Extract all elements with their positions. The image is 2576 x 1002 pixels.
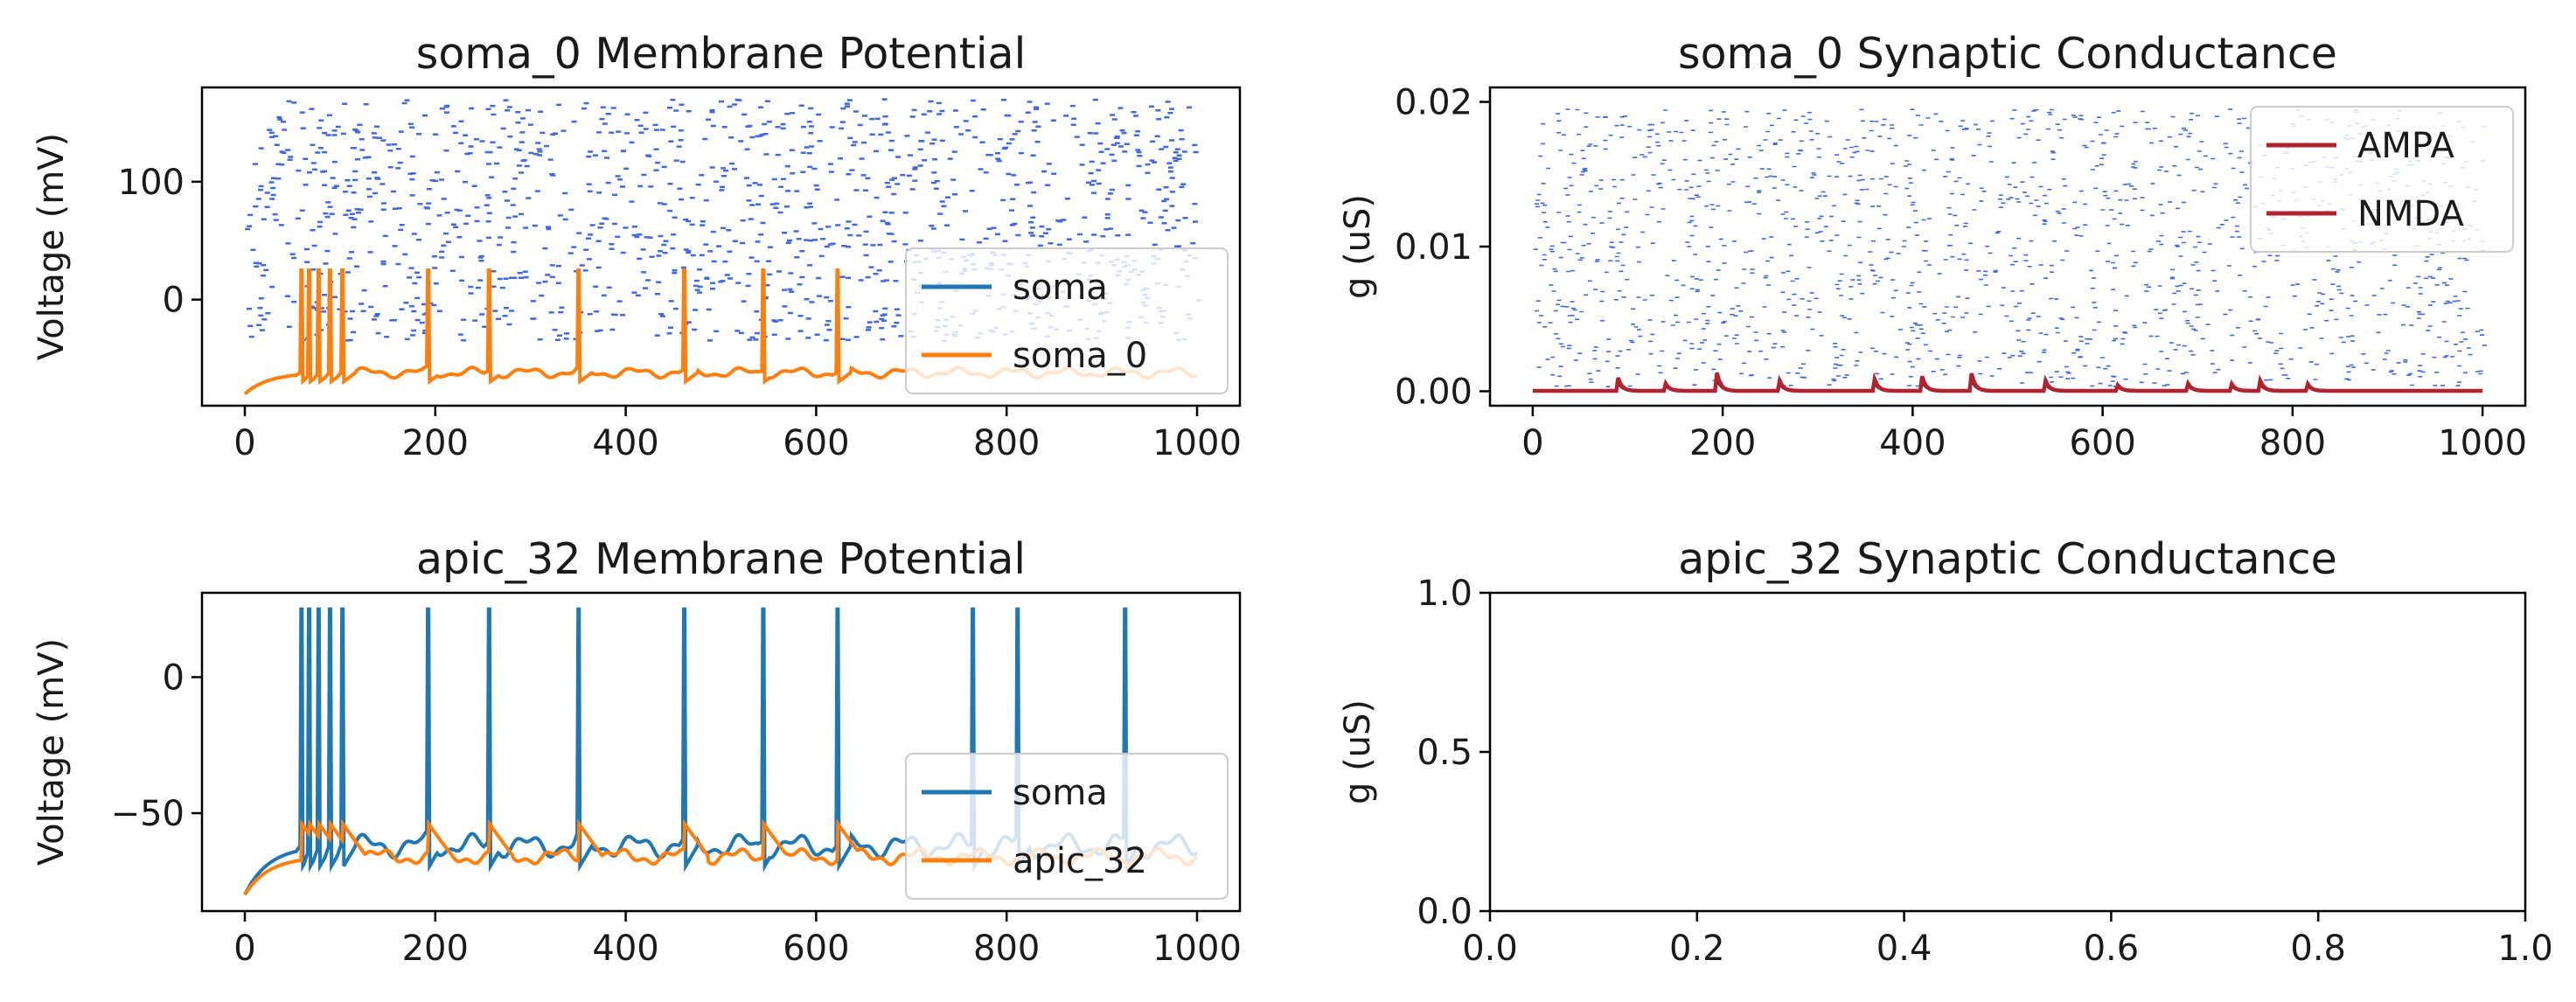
x-tick-label: 200	[402, 423, 469, 463]
subplot-2: 0 200 400 600 800 1000 0.00 0.01 0.02 soma_0 Syna…	[1338, 29, 2527, 463]
x-tick-label: 600	[2069, 423, 2135, 463]
y-tick-label: 1.0	[1417, 574, 1472, 614]
y-tick-label: 0.5	[1417, 733, 1472, 773]
y-tick-label: 0.01	[1395, 227, 1472, 268]
legend-label: AMPA	[2357, 126, 2454, 166]
x-tick-label: 200	[402, 929, 469, 969]
y-axis-label: Voltage (mV)	[31, 133, 72, 360]
x-tick-label: 800	[973, 423, 1040, 463]
x-tick-label: 600	[783, 929, 849, 969]
chart-title: apic_32 Synaptic Conductance	[1678, 534, 2336, 584]
legend: soma soma_0	[905, 247, 1229, 394]
series-line-ampa	[1532, 372, 2483, 393]
x-tick-label: 1000	[1152, 929, 1242, 969]
x-tick-label: 0	[1521, 423, 1543, 463]
legend: AMPA NMDA	[2250, 106, 2514, 253]
y-tick-label: 0	[163, 658, 184, 698]
legend-label: soma	[1013, 773, 1108, 813]
axes-frame	[1488, 591, 2527, 913]
chart-title: apic_32 Membrane Potential	[416, 534, 1026, 584]
y-tick-label: 0.02	[1395, 83, 1472, 123]
x-tick-label: 200	[1689, 423, 1756, 463]
x-tick-label: 800	[973, 929, 1040, 969]
legend: soma apic_32	[905, 753, 1229, 900]
x-tick-label: 0.2	[1669, 929, 1725, 969]
y-tick-label: 0.0	[1417, 892, 1472, 932]
x-tick-label: 0	[233, 423, 255, 463]
y-tick-label: 0.00	[1395, 372, 1472, 412]
y-tick-label: 0	[163, 281, 184, 321]
x-tick-label: 0	[233, 929, 255, 969]
y-axis-label: g (uS)	[1338, 194, 1378, 299]
x-tick-label: 1000	[2438, 423, 2527, 463]
legend-label: apic_32	[1013, 841, 1147, 881]
x-tick-label: 400	[1879, 423, 1946, 463]
legend-label: soma	[1013, 268, 1108, 308]
y-axis-label: Voltage (mV)	[31, 638, 72, 866]
legend-label: soma_0	[1013, 336, 1147, 376]
x-tick-label: 400	[592, 929, 658, 969]
x-tick-label: 400	[592, 423, 658, 463]
y-tick-label: 100	[118, 163, 184, 203]
y-tick-label: −50	[111, 794, 184, 834]
subplot-4: 0.0 0.2 0.4 0.6 0.8 1.0 0.0 0.5 1.0 apic_32 Synap…	[1338, 534, 2553, 969]
x-tick-label: 600	[783, 423, 849, 463]
chart-title: soma_0 Membrane Potential	[416, 29, 1026, 79]
x-tick-label: 1.0	[2497, 929, 2553, 969]
x-tick-label: 0.4	[1876, 929, 1932, 969]
axes-frame	[200, 591, 1242, 913]
x-tick-label: 800	[2259, 423, 2326, 463]
x-tick-label: 0.0	[1462, 929, 1518, 969]
axes-frame	[200, 86, 1242, 407]
x-tick-label: 0.6	[2084, 929, 2140, 969]
y-axis-label: g (uS)	[1338, 699, 1378, 804]
x-tick-label: 0.8	[2290, 929, 2346, 969]
chart-title: soma_0 Synaptic Conductance	[1678, 29, 2337, 79]
subplot-3: 0 200 400 600 800 1000 −50 0 apic_32 Membrane Po…	[31, 534, 1242, 969]
subplot-1: 0 200 400 600 800 1000 0 100 soma_0 Membrane Pot…	[31, 29, 1242, 463]
x-tick-label: 1000	[1152, 423, 1242, 463]
legend-label: NMDA	[2357, 194, 2465, 234]
